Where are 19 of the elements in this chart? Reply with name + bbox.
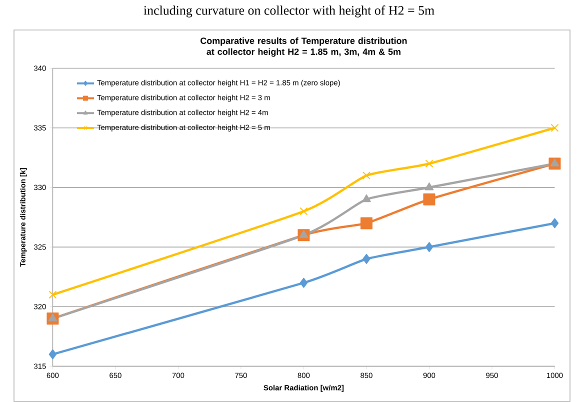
point: [362, 171, 371, 180]
text: including curvature on collector with height of H2 = 5m: [144, 6, 434, 18]
point: [423, 193, 436, 206]
point: [550, 124, 559, 132]
point: [299, 230, 308, 238]
point: [550, 218, 559, 228]
point: [425, 242, 434, 252]
point: [425, 160, 434, 168]
point: [300, 278, 308, 288]
chart-title: Comparative results of Temperature distribution at collector height H2 = 1.85 m, 3m, 4m & 5m: [200, 37, 407, 57]
point: [362, 194, 371, 202]
point: [48, 290, 57, 299]
point: [48, 314, 58, 322]
point: [300, 207, 308, 216]
point: [424, 182, 434, 190]
point: [550, 158, 560, 166]
point: [48, 349, 57, 360]
point: [362, 254, 370, 264]
point: [360, 217, 372, 230]
